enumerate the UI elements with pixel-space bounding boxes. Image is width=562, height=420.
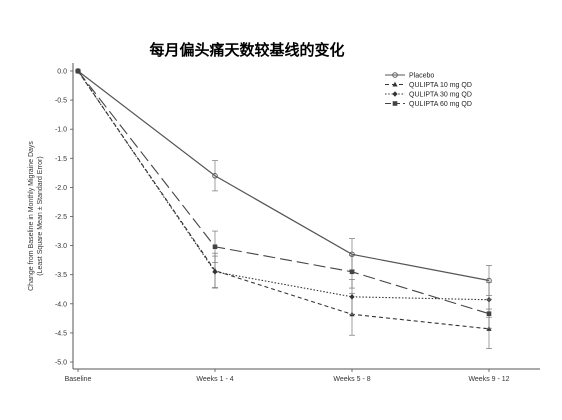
x-tick-label: Baseline (65, 376, 92, 383)
data-point (212, 244, 218, 250)
y-tick-label: -2.0 (55, 185, 67, 192)
data-point (392, 91, 398, 97)
y-tick-label: -4.0 (55, 301, 67, 308)
legend-label: QULIPTA 10 mg QD (409, 82, 472, 89)
legend-label: QULIPTA 30 mg QD (409, 92, 472, 99)
data-point (75, 68, 81, 74)
y-tick-label: -3.0 (55, 243, 67, 250)
series-line (77, 70, 490, 330)
legend: Placebo QULIPTA 10 mg QD QULIPTA 30 mg QD Q… (385, 72, 472, 108)
y-ticks: 0.0 -0.5 -1.0 -1.5 -2.0 -2.5 -3.0 -3.5 -4.0 -4.5 -… (55, 69, 73, 367)
x-tick-label: Weeks 1 - 4 (196, 376, 233, 383)
y-axis-label-line2: (Least Square Mean ± Standard Error) (37, 156, 44, 275)
y-axis-label-line1: Change from Baseline in Monthly Migraine… (28, 141, 35, 291)
y-tick-label: -2.5 (55, 214, 67, 221)
y-tick-label: -5.0 (55, 360, 67, 367)
data-point (486, 311, 492, 316)
legend-label: QULIPTA 60 mg QD (409, 101, 472, 108)
legend-item-1: Placebo (385, 72, 434, 80)
y-tick-label: -1.5 (55, 156, 67, 163)
data-point (349, 269, 355, 275)
series-line (77, 70, 490, 282)
x-ticks: Baseline Weeks 1 - 4 Weeks 5 - 8 Weeks 9 - … (65, 369, 510, 383)
data-point (349, 294, 355, 300)
data-point (212, 173, 218, 179)
legend-item-4: QULIPTA 60 mg QD (385, 101, 472, 108)
x-tick-label: Weeks 5 - 8 (333, 376, 370, 383)
chart-title: 每月偏头痛天数较基线的变化 (149, 41, 344, 59)
y-tick-label: -0.5 (55, 98, 67, 105)
x-tick-label: Weeks 9 - 12 (468, 376, 509, 383)
y-tick-label: -3.5 (55, 272, 67, 279)
series-4 (75, 68, 492, 329)
y-tick-label: -1.0 (55, 127, 67, 134)
series-line (77, 70, 490, 315)
axes (72, 63, 540, 370)
y-tick-label: -4.5 (55, 330, 67, 337)
y-axis-label: Change from Baseline in Monthly Migraine… (28, 141, 44, 291)
legend-item-2: QULIPTA 10 mg QD (385, 81, 472, 89)
legend-label: Placebo (409, 73, 434, 80)
y-tick-label: 0.0 (57, 69, 67, 76)
data-point (392, 81, 398, 87)
legend-item-3: QULIPTA 30 mg QD (385, 91, 472, 99)
data-point (392, 101, 398, 106)
series-layer (75, 68, 492, 349)
data-point (212, 268, 218, 275)
series-2 (75, 68, 492, 349)
data-point (392, 72, 398, 78)
